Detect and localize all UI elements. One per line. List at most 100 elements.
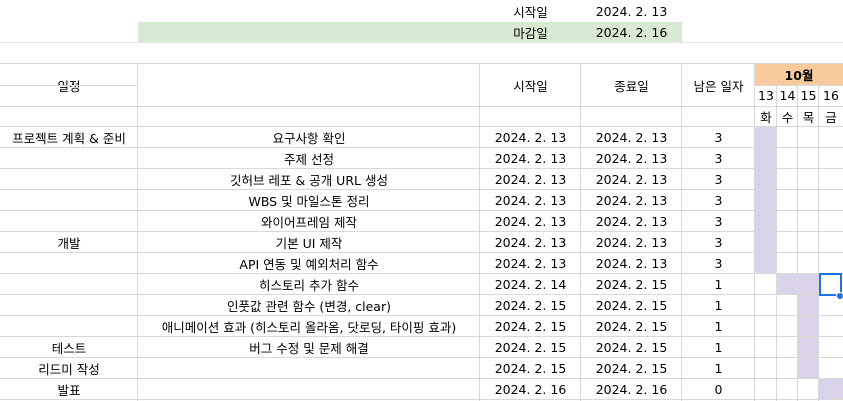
gantt-cell[interactable] — [755, 379, 777, 400]
start-date-cell[interactable]: 2024. 2. 13 — [494, 151, 567, 166]
end-date-cell[interactable]: 2024. 2. 16 — [595, 382, 668, 397]
start-date-cell[interactable]: 2024. 2. 13 — [494, 193, 567, 208]
start-date-cell[interactable]: 2024. 2. 13 — [494, 256, 567, 271]
phase-cell[interactable] — [0, 316, 138, 337]
end-date-cell[interactable]: 2024. 2. 15 — [595, 319, 668, 334]
task-cell[interactable]: API 연동 및 예외처리 함수 — [239, 257, 379, 272]
start-date-cell[interactable]: 2024. 2. 15 — [494, 298, 567, 313]
end-date-cell[interactable]: 2024. 2. 13 — [595, 193, 668, 208]
gantt-cell[interactable] — [755, 316, 777, 337]
phase-cell[interactable] — [0, 169, 138, 190]
gantt-cell[interactable] — [819, 253, 843, 274]
gantt-cell[interactable] — [755, 358, 777, 379]
phase-cell[interactable] — [0, 253, 138, 274]
gantt-cell[interactable] — [777, 316, 798, 337]
gantt-cell[interactable] — [798, 169, 819, 190]
phase-cell[interactable]: 리드미 작성 — [38, 362, 100, 377]
gantt-cell[interactable] — [755, 190, 777, 211]
remaining-days-cell[interactable]: 1 — [714, 319, 723, 334]
remaining-days-cell[interactable]: 3 — [714, 193, 723, 208]
gantt-cell[interactable] — [777, 337, 798, 358]
gantt-cell[interactable] — [755, 169, 777, 190]
end-date-cell[interactable]: 2024. 2. 15 — [595, 340, 668, 355]
task-cell[interactable]: 애니메이션 효과 (히스토리 올라옴, 닷로딩, 타이핑 효과) — [161, 320, 457, 335]
gantt-cell[interactable] — [755, 274, 777, 295]
gantt-cell[interactable] — [819, 379, 843, 400]
phase-cell[interactable]: 테스트 — [51, 341, 87, 356]
end-date-cell[interactable]: 2024. 2. 13 — [595, 256, 668, 271]
gantt-cell[interactable] — [777, 379, 798, 400]
remaining-days-cell[interactable]: 3 — [714, 130, 723, 145]
gantt-cell[interactable] — [798, 379, 819, 400]
remaining-days-cell[interactable]: 3 — [714, 151, 723, 166]
gantt-cell[interactable] — [798, 316, 819, 337]
gantt-cell[interactable] — [798, 253, 819, 274]
start-date-value[interactable]: 2024. 2. 13 — [595, 3, 668, 19]
remaining-days-cell[interactable]: 0 — [714, 382, 723, 397]
gantt-cell[interactable] — [798, 358, 819, 379]
gantt-cell[interactable] — [798, 337, 819, 358]
gantt-cell[interactable] — [755, 127, 777, 148]
gantt-cell[interactable] — [755, 337, 777, 358]
gantt-cell[interactable] — [819, 358, 843, 379]
start-date-cell[interactable]: 2024. 2. 14 — [494, 277, 567, 292]
gantt-cell[interactable] — [798, 295, 819, 316]
end-date-cell[interactable]: 2024. 2. 15 — [595, 298, 668, 313]
start-date-cell[interactable]: 2024. 2. 13 — [494, 214, 567, 229]
end-date-cell[interactable]: 2024. 2. 13 — [595, 235, 668, 250]
start-date-cell[interactable]: 2024. 2. 13 — [494, 130, 567, 145]
gantt-cell[interactable] — [777, 169, 798, 190]
task-cell[interactable]: 요구사항 확인 — [272, 131, 346, 146]
gantt-cell[interactable] — [777, 274, 798, 295]
gantt-cell[interactable] — [777, 148, 798, 169]
task-cell[interactable]: 주제 선정 — [284, 152, 334, 167]
gantt-cell[interactable] — [777, 295, 798, 316]
task-cell[interactable]: 기본 UI 제작 — [275, 236, 343, 251]
end-date-cell[interactable]: 2024. 2. 15 — [595, 277, 668, 292]
task-cell[interactable]: WBS 및 마일스톤 정리 — [248, 194, 370, 209]
selected-cell[interactable] — [819, 273, 842, 296]
gantt-cell[interactable] — [777, 211, 798, 232]
gantt-cell[interactable] — [755, 295, 777, 316]
remaining-days-cell[interactable]: 1 — [714, 298, 723, 313]
end-date-cell[interactable]: 2024. 2. 13 — [595, 130, 668, 145]
gantt-cell[interactable] — [755, 253, 777, 274]
remaining-days-cell[interactable]: 1 — [714, 361, 723, 376]
start-date-cell[interactable]: 2024. 2. 15 — [494, 361, 567, 376]
task-cell[interactable]: 인풋값 관련 함수 (변경, clear) — [227, 299, 391, 314]
gantt-cell[interactable] — [777, 127, 798, 148]
phase-cell[interactable] — [0, 274, 138, 295]
remaining-days-cell[interactable]: 3 — [714, 235, 723, 250]
gantt-cell[interactable] — [798, 148, 819, 169]
gantt-cell[interactable] — [819, 169, 843, 190]
gantt-cell[interactable] — [777, 190, 798, 211]
gantt-cell[interactable] — [819, 316, 843, 337]
end-date-cell[interactable]: 2024. 2. 15 — [595, 361, 668, 376]
gantt-cell[interactable] — [755, 211, 777, 232]
remaining-days-cell[interactable]: 1 — [714, 340, 723, 355]
gantt-cell[interactable] — [819, 148, 843, 169]
task-cell[interactable]: 버그 수정 및 문제 해결 — [249, 341, 369, 356]
gantt-cell[interactable] — [798, 211, 819, 232]
gantt-cell[interactable] — [819, 232, 843, 253]
phase-cell[interactable] — [0, 211, 138, 232]
gantt-cell[interactable] — [798, 190, 819, 211]
remaining-days-cell[interactable]: 3 — [714, 214, 723, 229]
end-date-cell[interactable]: 2024. 2. 13 — [595, 214, 668, 229]
remaining-days-cell[interactable]: 3 — [714, 256, 723, 271]
gantt-cell[interactable] — [777, 358, 798, 379]
start-date-cell[interactable]: 2024. 2. 13 — [494, 235, 567, 250]
gantt-cell[interactable] — [819, 127, 843, 148]
remaining-days-cell[interactable]: 3 — [714, 172, 723, 187]
start-date-cell[interactable]: 2024. 2. 16 — [494, 382, 567, 397]
start-date-cell[interactable]: 2024. 2. 15 — [494, 319, 567, 334]
gantt-cell[interactable] — [777, 232, 798, 253]
phase-cell[interactable]: 발표 — [57, 383, 81, 398]
task-cell[interactable]: 히스토리 추가 함수 — [259, 278, 359, 293]
gantt-cell[interactable] — [755, 148, 777, 169]
phase-cell[interactable] — [0, 295, 138, 316]
start-date-cell[interactable]: 2024. 2. 15 — [494, 340, 567, 355]
end-date-cell[interactable]: 2024. 2. 13 — [595, 172, 668, 187]
gantt-cell[interactable] — [798, 232, 819, 253]
phase-cell[interactable] — [0, 148, 138, 169]
